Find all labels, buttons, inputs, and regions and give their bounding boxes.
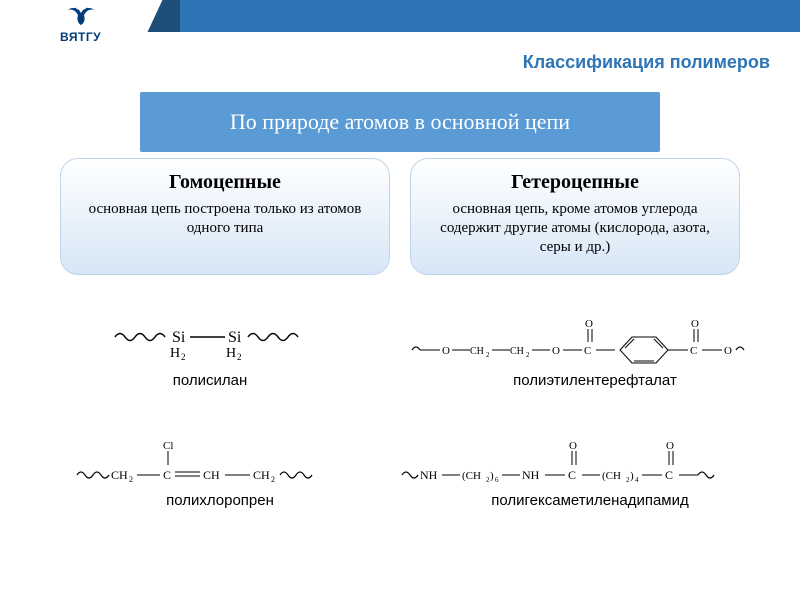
svg-text:): ) <box>490 470 494 482</box>
svg-text:C: C <box>665 468 673 482</box>
svg-text:O: O <box>442 345 450 357</box>
svg-text:C: C <box>584 345 591 357</box>
svg-text:CH: CH <box>470 346 484 357</box>
svg-text:CH: CH <box>253 468 270 482</box>
svg-text:Cl: Cl <box>163 440 173 452</box>
svg-text:CH: CH <box>510 346 524 357</box>
structure-polyamide: NH (CH2 )6 NH C O (CH2 )4 C O <box>400 440 780 509</box>
svg-text:2: 2 <box>129 475 133 484</box>
svg-text:O: O <box>552 345 560 357</box>
formula-icon: O CH2 CH2 O C O C <box>410 320 780 370</box>
svg-text:): ) <box>630 470 634 482</box>
svg-text:6: 6 <box>495 476 499 484</box>
structure-polichloroprene: CH2 C Cl CH CH2 полихлоропрен <box>75 440 365 509</box>
structure-label: полисилан <box>90 372 330 389</box>
svg-text:C: C <box>163 468 171 482</box>
svg-text:O: O <box>724 345 732 357</box>
svg-text:O: O <box>585 318 593 330</box>
formula-icon: CH2 C Cl CH CH2 <box>75 440 365 490</box>
structure-polisilan: Si H 2 Si H 2 полисилан <box>90 320 330 389</box>
svg-text:Si: Si <box>228 329 242 346</box>
svg-text:C: C <box>568 468 576 482</box>
svg-text:(CH: (CH <box>462 470 481 482</box>
logo-text: ВЯТГУ <box>60 30 101 44</box>
svg-text:(CH: (CH <box>602 470 621 482</box>
svg-text:NH: NH <box>522 468 540 482</box>
logo-bird-icon <box>60 6 101 30</box>
svg-text:O: O <box>569 440 577 452</box>
header-bar <box>0 0 800 32</box>
card-title: Гомоцепные <box>79 171 371 194</box>
card-body: основная цепь, кроме атомов углерода сод… <box>429 200 721 256</box>
formula-icon: Si H 2 Si H 2 <box>90 320 330 370</box>
subtitle-text: По природе атомов в основной цепи <box>230 109 570 135</box>
svg-text:2: 2 <box>237 352 242 362</box>
svg-text:O: O <box>666 440 674 452</box>
header-accent-light <box>180 0 800 32</box>
svg-text:O: O <box>691 318 699 330</box>
slide-title: Классификация полимеров <box>523 52 770 73</box>
card-title: Гетероцепные <box>429 171 721 194</box>
card-hetero: Гетероцепные основная цепь, кроме атомов… <box>410 158 740 275</box>
cards-row: Гомоцепные основная цепь построена тольк… <box>60 158 740 275</box>
card-body: основная цепь построена только из атомов… <box>79 200 371 238</box>
svg-text:4: 4 <box>635 476 639 484</box>
svg-text:CH: CH <box>203 468 220 482</box>
svg-text:Si: Si <box>172 329 186 346</box>
svg-text:H: H <box>226 346 236 361</box>
svg-text:C: C <box>690 345 697 357</box>
svg-text:2: 2 <box>486 351 490 359</box>
card-homo: Гомоцепные основная цепь построена тольк… <box>60 158 390 275</box>
svg-text:H: H <box>170 346 180 361</box>
formula-icon: NH (CH2 )6 NH C O (CH2 )4 C O <box>400 440 780 490</box>
structure-pet: O CH2 CH2 O C O C <box>410 320 780 389</box>
logo: ВЯТГУ <box>60 6 101 44</box>
svg-text:2: 2 <box>526 351 530 359</box>
subtitle-bar: По природе атомов в основной цепи <box>140 92 660 152</box>
svg-text:2: 2 <box>181 352 186 362</box>
svg-text:NH: NH <box>420 468 438 482</box>
svg-text:2: 2 <box>271 475 275 484</box>
svg-text:CH: CH <box>111 468 128 482</box>
